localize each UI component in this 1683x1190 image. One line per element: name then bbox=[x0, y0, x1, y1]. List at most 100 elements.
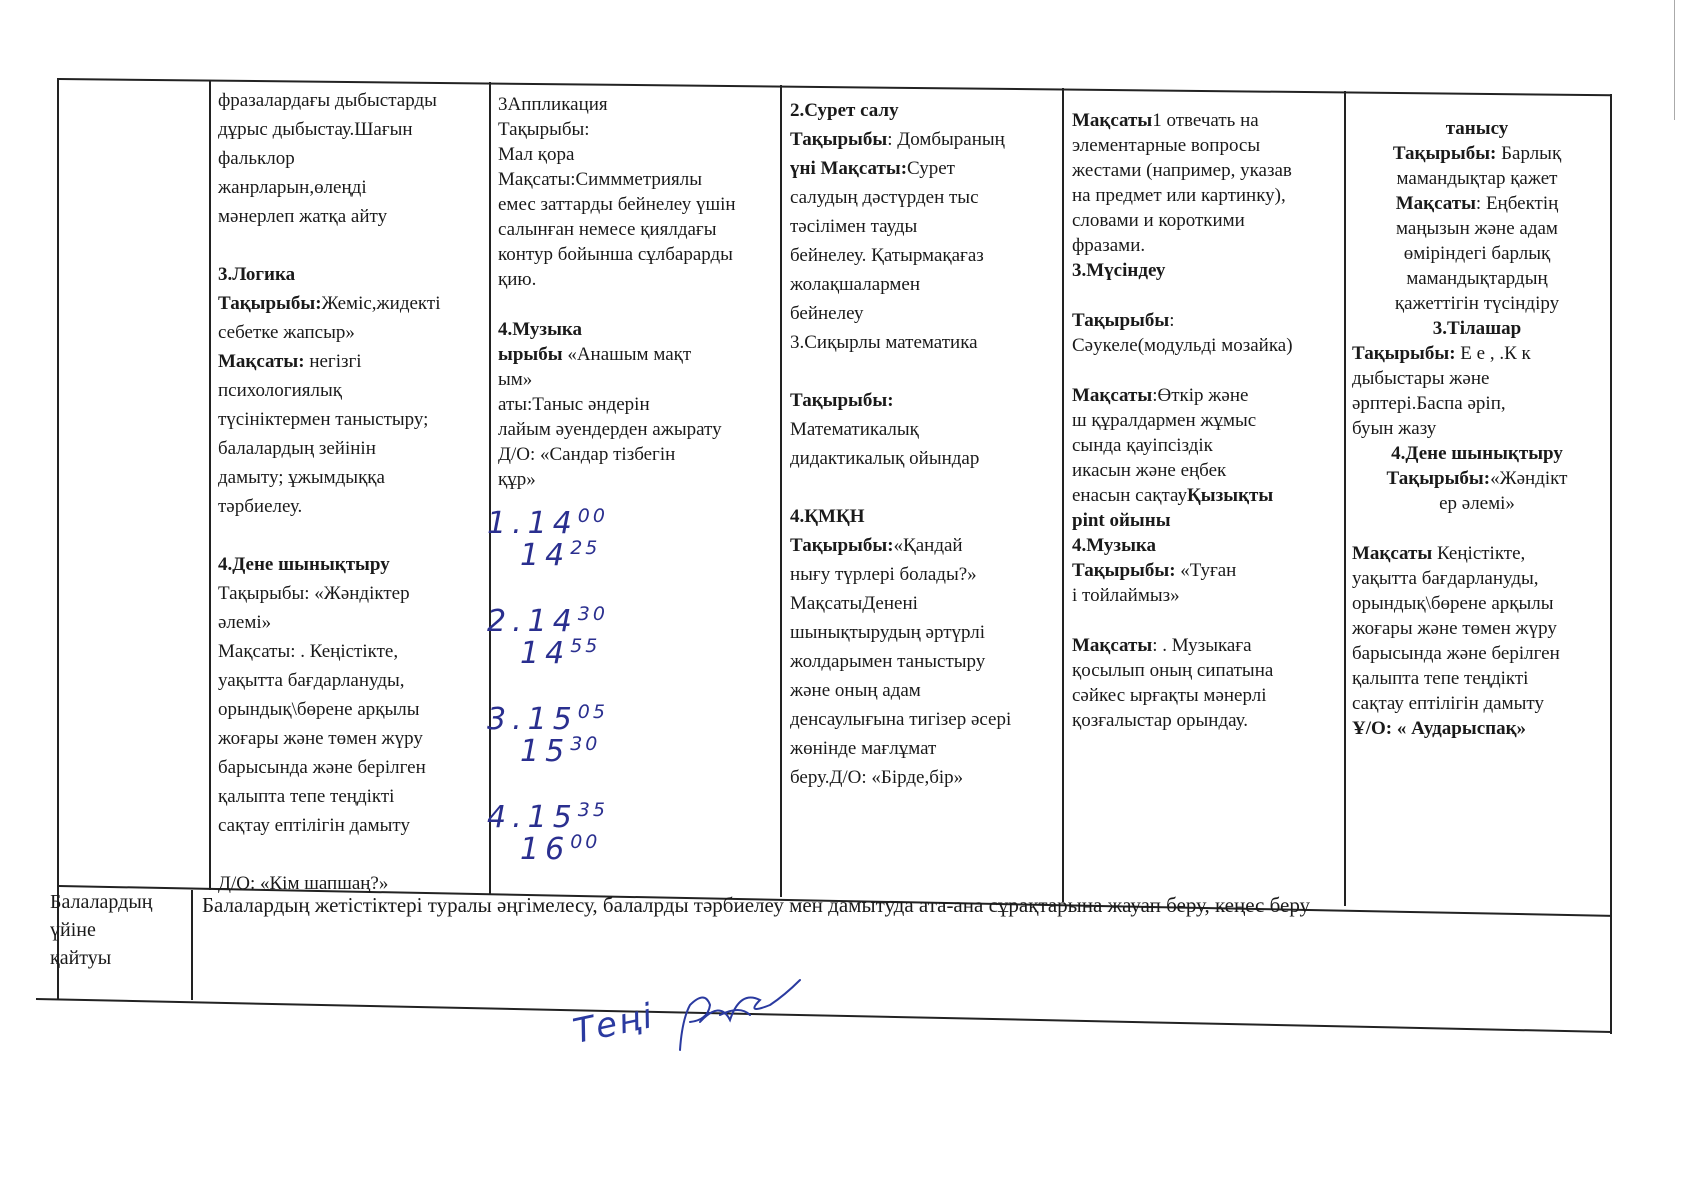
cell-line: икасын және еңбек bbox=[1072, 458, 1293, 483]
text: қалыпта тепе теңдікті bbox=[218, 786, 395, 807]
text: жолдарымен таныстыру bbox=[790, 651, 986, 672]
text: уақытта бағдарлануды, bbox=[1352, 568, 1539, 589]
cell-line: аты:Таныс әндерін bbox=[498, 392, 736, 417]
bold-text: Тақырыбы: bbox=[1072, 560, 1176, 581]
text: барысында және берілген bbox=[218, 757, 426, 778]
cell-line: ырыбы «Анашым мақт bbox=[498, 342, 736, 367]
text: аты:Таныс әндерін bbox=[498, 394, 650, 415]
text: әрптері.Баспа әріп, bbox=[1352, 393, 1506, 414]
cell-line: балалардың зейінін bbox=[218, 434, 440, 463]
minutes: 30 bbox=[577, 603, 608, 625]
hour: 1.14 bbox=[487, 506, 578, 541]
text: Д/О: «Кім шапшаң?» bbox=[218, 873, 389, 894]
text: 3.Сиқырлы математика bbox=[790, 332, 978, 353]
text: жанрларын,өлеңді bbox=[218, 177, 367, 198]
handwritten-time: 1.1400 bbox=[487, 505, 608, 541]
cell-line: жанрларын,өлеңді bbox=[218, 173, 440, 202]
cell-line: жөнінде мағлұмат bbox=[790, 734, 1011, 763]
bold-text: Тақырыбы: bbox=[1352, 343, 1456, 364]
bold-text: 4.ҚМҚН bbox=[790, 506, 865, 527]
cell-line: і тойлаймыз» bbox=[1072, 583, 1293, 608]
bold-text: Мақсаты bbox=[1395, 193, 1476, 214]
text: және оның адам bbox=[790, 680, 921, 701]
hour: 16 bbox=[520, 832, 571, 867]
cell-line: бейнелеу bbox=[790, 299, 1011, 328]
cell-line: жолдарымен таныстыру bbox=[790, 647, 1011, 676]
text: дұрыс дыбыстау.Шағын bbox=[218, 119, 413, 140]
text: фальклор bbox=[218, 148, 295, 169]
text: себетке жапсыр» bbox=[218, 322, 355, 343]
bold-text: Мақсаты bbox=[1072, 635, 1153, 656]
text: сында қауіпсіздік bbox=[1072, 435, 1213, 456]
cell-line: фразами. bbox=[1072, 233, 1293, 258]
minutes: 30 bbox=[570, 733, 601, 755]
scan-edge bbox=[1674, 0, 1675, 120]
cell-line: тәрбиелеу. bbox=[218, 492, 440, 521]
hour: 14 bbox=[520, 538, 571, 573]
cell-line: МақсатыДенені bbox=[790, 589, 1011, 618]
cell-line: қалыпта тепе теңдікті bbox=[218, 782, 440, 811]
row-content-going-home: Балалардың жетістіктері туралы әңгімелес… bbox=[202, 893, 1311, 917]
bold-text: Тақырыбы: bbox=[790, 390, 894, 411]
column-border bbox=[209, 80, 211, 890]
cell-line: уақытта бағдарлануды, bbox=[1352, 566, 1602, 591]
text: мамандықтар қажет bbox=[1396, 168, 1558, 189]
cell-line: Тақырыбы: Домбыраның bbox=[790, 125, 1011, 154]
cell-line: психологиялық bbox=[218, 376, 440, 405]
cell-line bbox=[218, 521, 440, 550]
text: Кеңістікте, bbox=[1432, 543, 1526, 564]
cell-line: ш құралдармен жұмыс bbox=[1072, 408, 1293, 433]
minutes: 55 bbox=[570, 635, 601, 657]
cell-line: Ұ/О: « Аударыспақ» bbox=[1352, 716, 1602, 741]
cell-line: Мал қора bbox=[498, 142, 736, 167]
cell-line: сақтау ептілігін дамыту bbox=[1352, 691, 1602, 716]
bold-text: Тақырыбы: bbox=[218, 293, 322, 314]
text: на предмет или картинку), bbox=[1072, 185, 1286, 206]
text: маңызын және адам bbox=[1396, 218, 1558, 239]
text: словами и короткими bbox=[1072, 210, 1245, 231]
cell-line: мамандықтардың bbox=[1352, 266, 1602, 291]
bold-text: ырыбы bbox=[498, 344, 563, 365]
text: өміріндегі барлық bbox=[1403, 243, 1551, 264]
text: түсініктермен таныстыру; bbox=[218, 409, 429, 430]
text: жөнінде мағлұмат bbox=[790, 738, 937, 759]
cell-line: қозғалыстар орындау. bbox=[1072, 708, 1293, 733]
bold-text: 3.Мүсіндеу bbox=[1072, 260, 1166, 281]
cell-line: контур бойынша сұлбарарды bbox=[498, 242, 736, 267]
cell-line: Мақсаты: Еңбектің bbox=[1352, 191, 1602, 216]
text: қию. bbox=[498, 269, 537, 290]
bold-text: 4.Музыка bbox=[1072, 535, 1157, 556]
text: беру.Д/О: «Бірде,бір» bbox=[790, 767, 964, 788]
bold-text: 4.Музыка bbox=[498, 319, 583, 340]
text: і тойлаймыз» bbox=[1072, 585, 1180, 606]
text: 1 отвечать на bbox=[1152, 110, 1259, 131]
text: құр» bbox=[498, 469, 536, 490]
text: Мал қора bbox=[498, 144, 575, 165]
column-border bbox=[191, 890, 193, 1000]
table-cell-day1: фразалардағы дыбыстарды дұрыс дыбыстау.Ша… bbox=[218, 86, 440, 898]
text: дыбыстары және bbox=[1352, 368, 1490, 389]
cell-line: танысу bbox=[1352, 116, 1602, 141]
text: элементарные вопросы bbox=[1072, 135, 1261, 156]
text: сәйкес ырғақты мәнерлі bbox=[1072, 685, 1267, 706]
cell-line: әлемі» bbox=[218, 608, 440, 637]
cell-line: салудың дәстүрден тыс bbox=[790, 183, 1011, 212]
text: :Өткір және bbox=[1152, 385, 1249, 406]
text: : Домбыраның bbox=[887, 129, 1005, 150]
cell-line: Мақсаты1 отвечать на bbox=[1072, 108, 1293, 133]
text: «Қандай bbox=[893, 535, 963, 556]
minutes: 00 bbox=[570, 831, 601, 853]
bold-text: Қызықты bbox=[1186, 485, 1274, 506]
cell-line: дыбыстары және bbox=[1352, 366, 1602, 391]
cell-line: фразалардағы дыбыстарды bbox=[218, 86, 440, 115]
text: ер әлемі» bbox=[1439, 493, 1515, 514]
cell-line: 4.Дене шынықтыру bbox=[1352, 441, 1602, 466]
cell-line: салынған немесе қиялдағы bbox=[498, 217, 736, 242]
bold-text: үні Мақсаты: bbox=[790, 158, 908, 179]
cell-line: барысында және берілген bbox=[1352, 641, 1602, 666]
cell-line: Мақсаты:Симмметриялы bbox=[498, 167, 736, 192]
text: салынған немесе қиялдағы bbox=[498, 219, 717, 240]
text: «Жәндікт bbox=[1490, 468, 1568, 489]
bold-text: Ұ/О: « Аударыспақ» bbox=[1352, 718, 1527, 739]
cell-line: қажеттігін түсіндіру bbox=[1352, 291, 1602, 316]
